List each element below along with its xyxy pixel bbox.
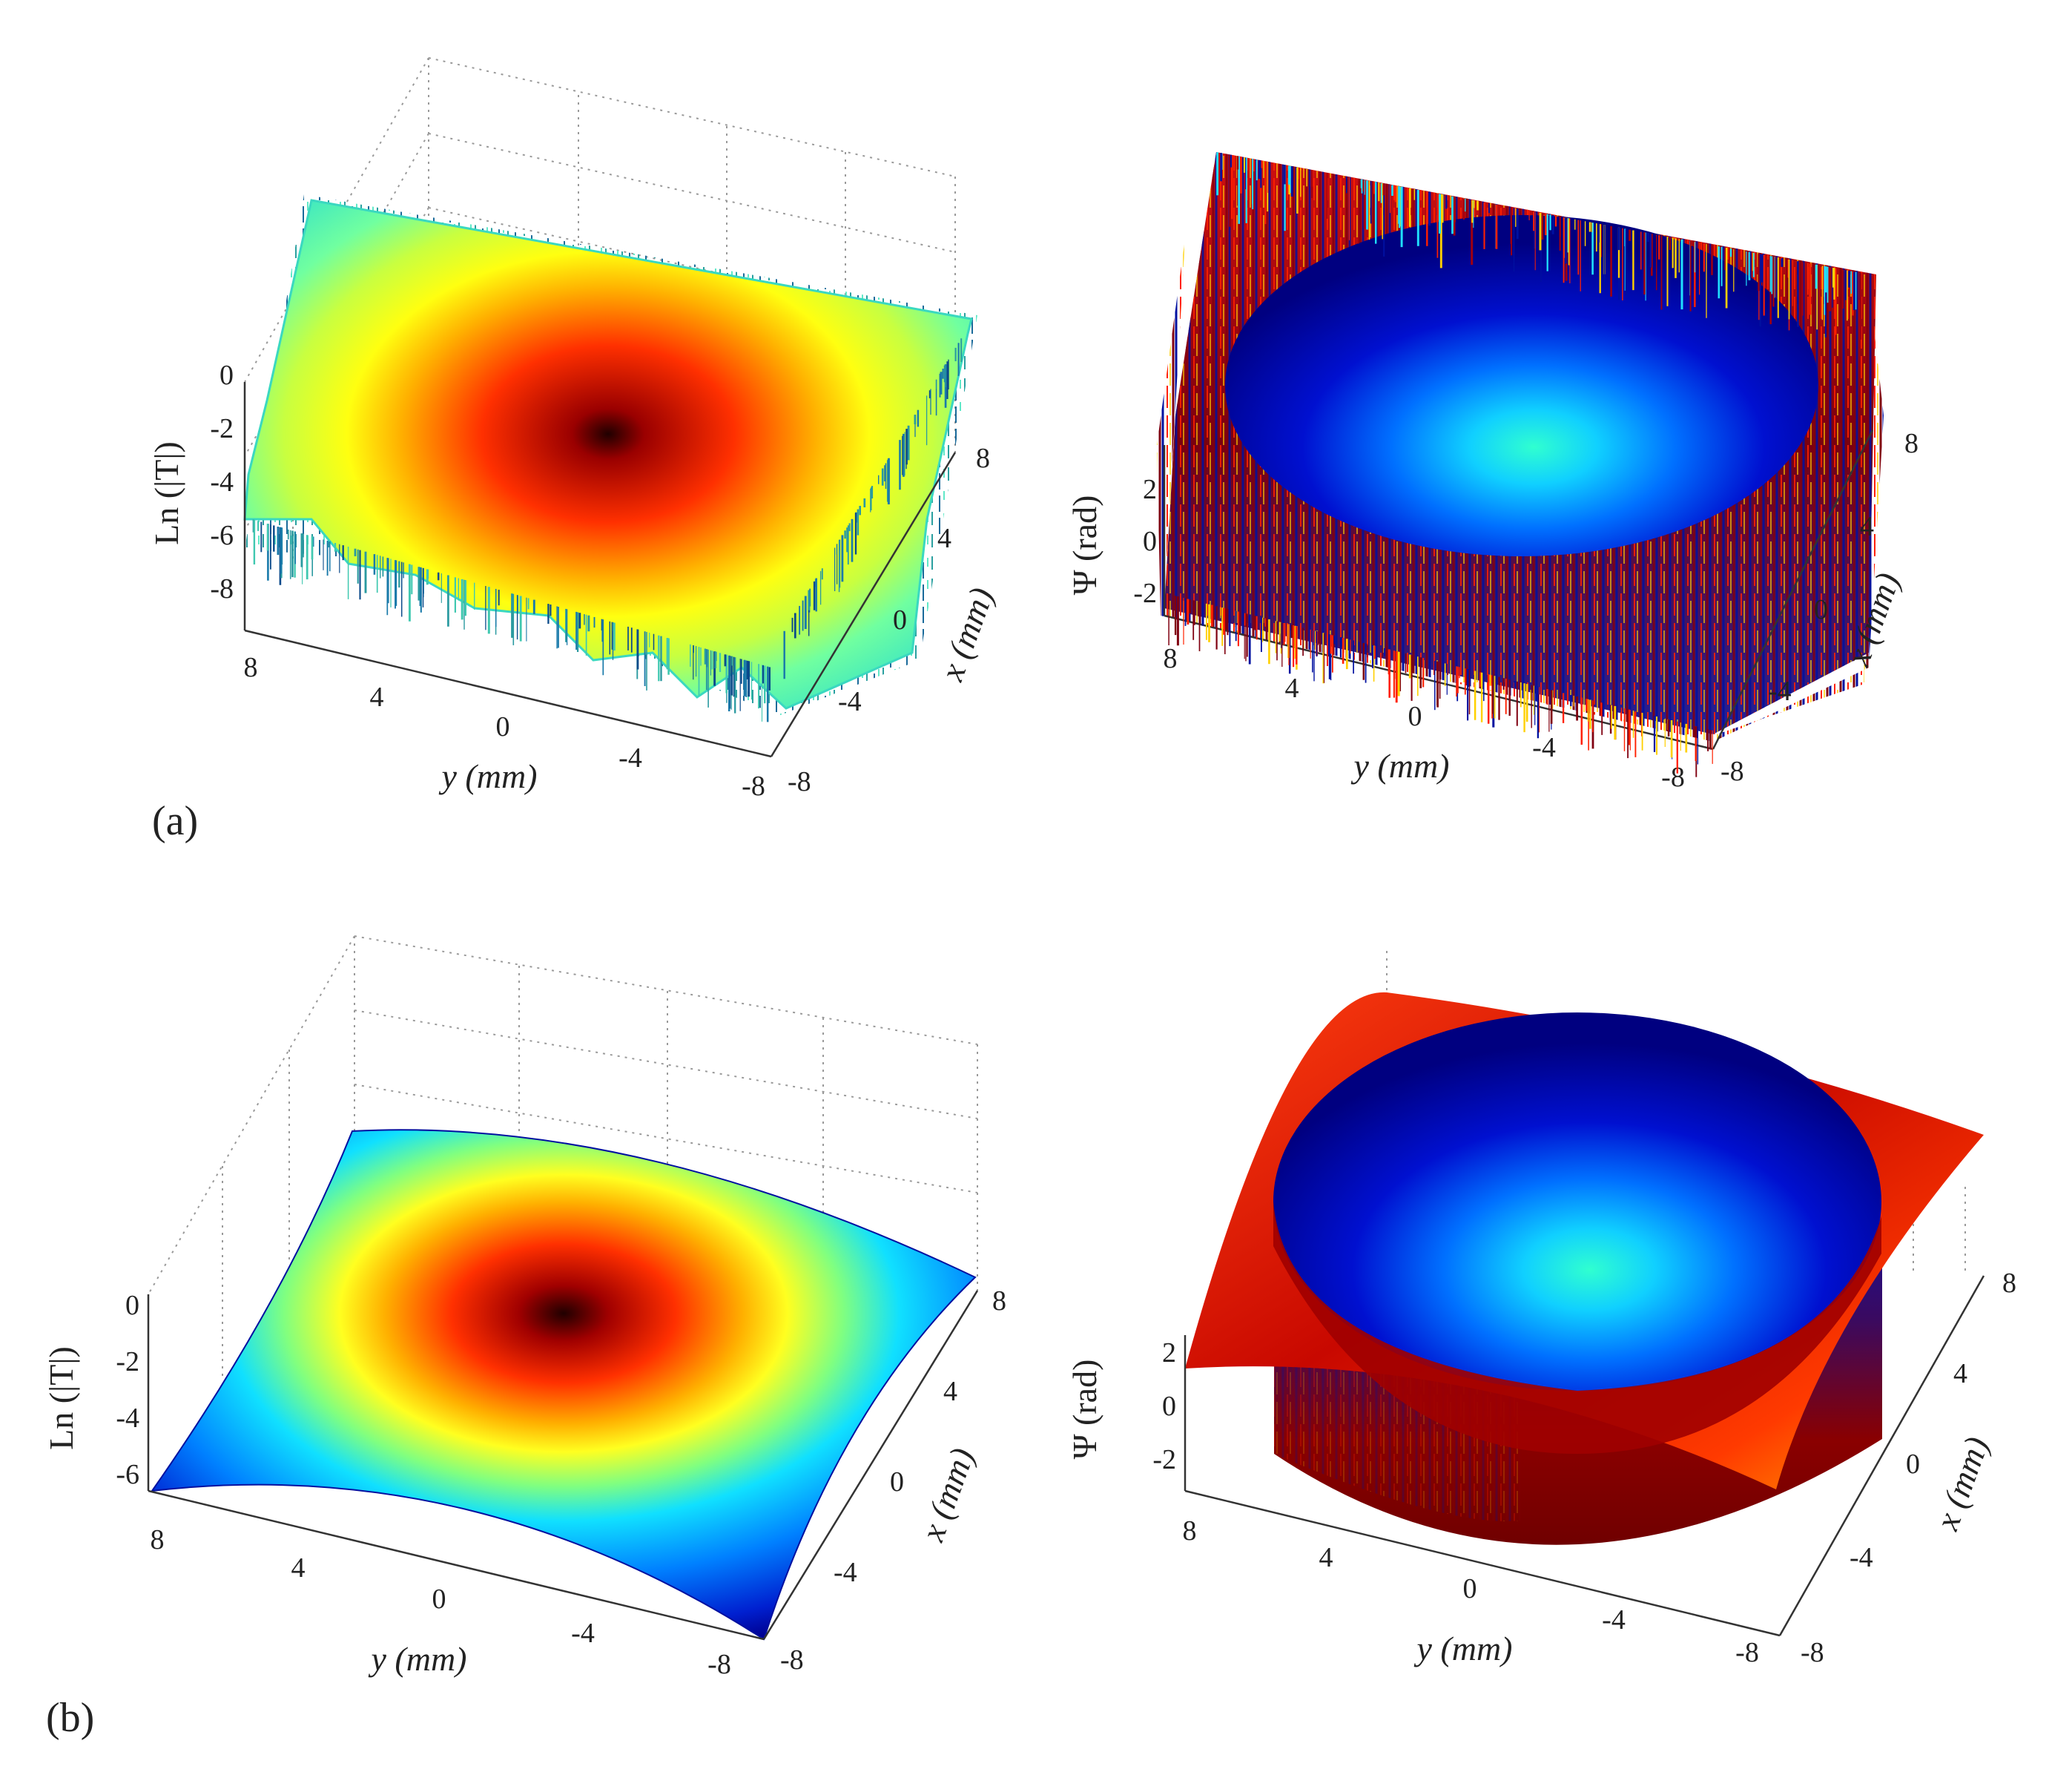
x-tick: 0 [893,605,907,636]
z-tick: 0 [125,1290,139,1321]
x-tick: 4 [1860,511,1874,542]
y-tick: 4 [1285,673,1299,704]
y-ticks: 8 4 0 -4 -8 [151,1524,731,1680]
x-ticks: 8 4 0 -4 -8 [788,443,990,797]
y-tick: 8 [1164,643,1178,674]
z-tick: -4 [210,467,234,498]
y-tick: 0 [1463,1573,1477,1604]
z-tick: 2 [1143,474,1157,505]
x-axis-label: x (mm) [1927,1432,1996,1535]
y-tick: -4 [1602,1604,1626,1636]
panel-label-b: (b) [46,1695,94,1741]
x-axis-label: x (mm) [932,582,1000,686]
x-axis-label: x (mm) [913,1443,981,1547]
axes [1163,429,1874,751]
z-tick: 2 [1162,1337,1176,1368]
noise-spikes [1168,594,1713,777]
x-tick: 8 [992,1285,1006,1317]
y-tick: -4 [618,742,642,774]
y-tick: 8 [1183,1515,1197,1547]
noise-spikes [252,519,771,722]
z-tick: -2 [116,1346,139,1377]
x-tick: 0 [1814,594,1828,625]
y-axis-label: y (mm) [439,757,538,795]
y-axis-label: y (mm) [1351,747,1450,785]
phase-bowl [1225,215,1818,556]
y-ticks: 8 4 0 -4 -8 [1183,1515,1759,1668]
y-tick: 4 [291,1552,306,1584]
y-ticks: 8 4 0 -4 -8 [1164,643,1685,793]
z-ticks: 0 -2 -4 -6 -8 [210,360,234,605]
z-axis-label: Ln (|T|) [42,1346,80,1450]
y-ticks: 8 4 0 -4 -8 [244,652,765,802]
x-tick: 4 [943,1376,957,1407]
plot-b-phase: 2 0 -2 8 4 0 -4 -8 8 4 0 -4 -8 Ψ (rad) y… [1066,951,2016,1668]
z-ticks: 0 -2 -4 -6 [116,1290,139,1490]
z-tick: 0 [220,360,234,391]
y-tick: -4 [571,1618,595,1649]
z-axis-label: Ln (|T|) [148,441,185,545]
y-tick: 0 [1408,701,1422,732]
x-tick: -4 [1768,676,1792,707]
noise-spikes [1216,152,1862,340]
y-tick: 0 [432,1584,446,1615]
x-ticks: 8 4 0 -4 -8 [1720,428,1918,787]
z-ticks: 2 0 -2 [1133,474,1157,609]
y-tick: 0 [496,711,510,742]
z-tick: -2 [1152,1444,1176,1475]
panel-label-a: (a) [152,798,198,844]
z-tick: -8 [210,573,234,605]
noise-spikes [783,338,963,679]
z-tick: -2 [1133,578,1157,609]
y-tick: -8 [707,1649,731,1680]
x-tick: 4 [1953,1358,1967,1389]
plot-b-magnitude: 0 -2 -4 -6 8 4 0 -4 -8 8 4 0 -4 -8 Ln (|… [42,935,1006,1680]
z-axis-label: Ψ (rad) [1066,495,1103,596]
z-ticks: 2 0 -2 [1152,1337,1176,1475]
y-axis-label: y (mm) [1414,1630,1513,1667]
x-tick: -4 [834,1557,857,1588]
bowl-rim-front [1273,1202,1881,1454]
plot-a-magnitude: 0 -2 -4 -6 -8 8 4 0 -4 -8 8 4 0 -4 -8 Ln… [148,57,1000,802]
y-tick: -8 [1735,1637,1759,1668]
x-ticks: 8 4 0 -4 -8 [780,1285,1006,1676]
x-ticks: 8 4 0 -4 -8 [1801,1268,2016,1668]
x-tick: 8 [976,443,990,474]
magnitude-surface [243,199,973,710]
z-tick: -6 [116,1459,139,1490]
x-tick: -8 [1720,756,1744,787]
y-tick: 8 [244,652,258,683]
x-tick: 0 [1906,1449,1920,1480]
z-tick: -2 [210,413,234,444]
y-tick: 4 [370,682,384,713]
x-tick: 8 [1904,428,1918,459]
axes [243,382,957,758]
z-tick: -6 [210,520,234,551]
axes [1184,1275,1985,1637]
x-tick: -4 [838,686,862,717]
x-tick: -4 [1850,1542,1873,1573]
z-tick: -4 [116,1403,139,1434]
y-tick: 8 [151,1524,165,1555]
z-tick: 0 [1143,526,1157,557]
phase-bowl [1273,1012,1881,1391]
x-tick: 8 [2002,1268,2016,1299]
z-tick: 0 [1162,1391,1176,1422]
y-tick: 4 [1319,1542,1333,1573]
x-tick: 4 [937,523,951,554]
axes [147,1290,979,1641]
y-tick: -8 [742,771,765,802]
x-tick: -8 [1801,1637,1824,1668]
y-tick: -4 [1532,732,1556,763]
y-axis-label: y (mm) [369,1640,467,1678]
x-tick: -8 [788,766,811,797]
x-tick: 0 [890,1466,904,1498]
plot-a-phase: 2 0 -2 8 4 0 -4 -8 8 4 0 -4 -8 Ψ (rad) y… [1066,152,1918,793]
z-axis-label: Ψ (rad) [1066,1360,1103,1460]
x-tick: -8 [780,1644,804,1676]
y-tick: -8 [1661,762,1685,793]
